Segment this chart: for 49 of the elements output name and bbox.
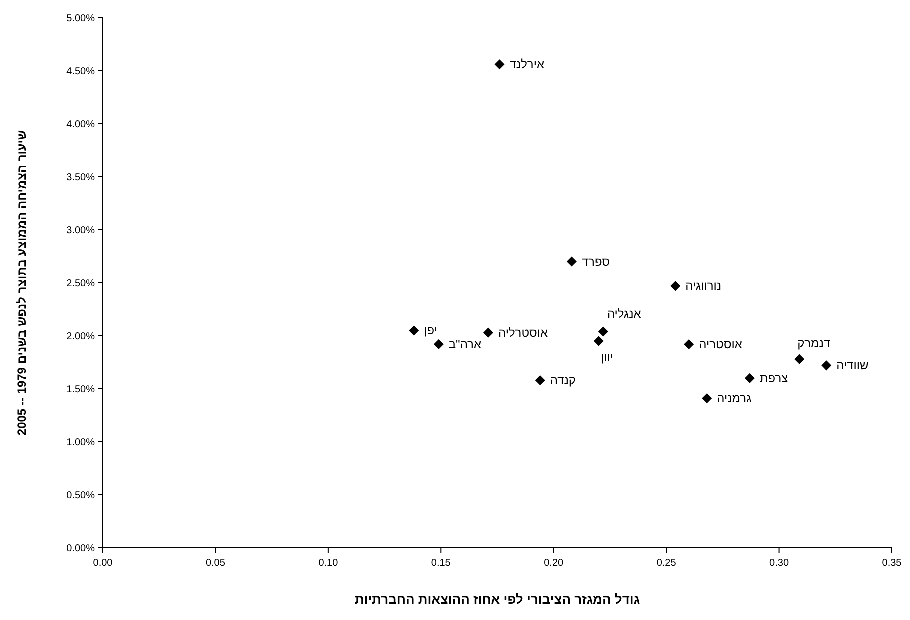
text: יוון — [600, 350, 614, 364]
text: דנמרק — [798, 336, 831, 350]
point — [702, 394, 712, 404]
text: יפן — [424, 324, 438, 338]
point — [670, 281, 681, 292]
text: אירלנד — [510, 58, 545, 72]
x-tick-label: 0.25 — [656, 558, 677, 569]
y-tick-label: 0.50% — [66, 490, 96, 502]
point — [483, 328, 494, 338]
point — [535, 376, 546, 386]
x-tick-label: 0.05 — [206, 558, 226, 569]
point — [566, 256, 577, 267]
x-tick-label: 0.00 — [93, 558, 114, 569]
point — [434, 339, 444, 350]
y-tick-label: 3.50% — [66, 172, 96, 184]
text: ארה"ב — [448, 337, 482, 352]
y-tick-label: 2.00% — [66, 332, 96, 342]
x-tick-label: 0.10 — [318, 558, 339, 569]
point — [594, 336, 604, 346]
y-tick-label: 1.50% — [66, 384, 96, 396]
text: אוסטרליה — [498, 326, 548, 340]
point — [598, 326, 608, 337]
x-axis-title: גודל המגזר הציבורי לפי אחוז ההוצאות החברתיות — [354, 592, 640, 607]
x-tick-label: 0.35 — [882, 558, 902, 569]
point — [494, 60, 505, 70]
text: קנדה — [550, 374, 576, 388]
y-tick-label: 1.00% — [66, 438, 96, 448]
text: אנגליה — [607, 306, 642, 321]
point — [409, 326, 420, 336]
text: שוודיה — [836, 358, 869, 373]
point — [684, 339, 694, 350]
point — [744, 373, 755, 384]
y-tick-label: 3.00% — [66, 226, 96, 236]
text: ספרד — [582, 254, 610, 269]
text: גרמניה — [717, 392, 752, 406]
y-axis-title: שיעור הצמיחה הממוצע בתוצר לנפש בשנים 1979 -- 2005 — [15, 130, 29, 436]
x-tick-label: 0.15 — [431, 558, 452, 569]
x-tick-label: 0.30 — [770, 558, 790, 569]
point — [822, 360, 832, 371]
y-tick-label: 0.00% — [66, 544, 96, 554]
y-tick-label: 4.00% — [66, 120, 96, 130]
y-tick-label: 5.00% — [66, 14, 96, 24]
point — [794, 354, 805, 364]
text: צרפת — [760, 371, 788, 386]
y-tick-label: 4.50% — [66, 66, 96, 78]
text: נורווגיה — [686, 279, 722, 294]
x-tick-label: 0.20 — [544, 558, 564, 569]
y-tick-label: 2.50% — [66, 278, 96, 290]
text: אוסטריה — [699, 337, 742, 352]
